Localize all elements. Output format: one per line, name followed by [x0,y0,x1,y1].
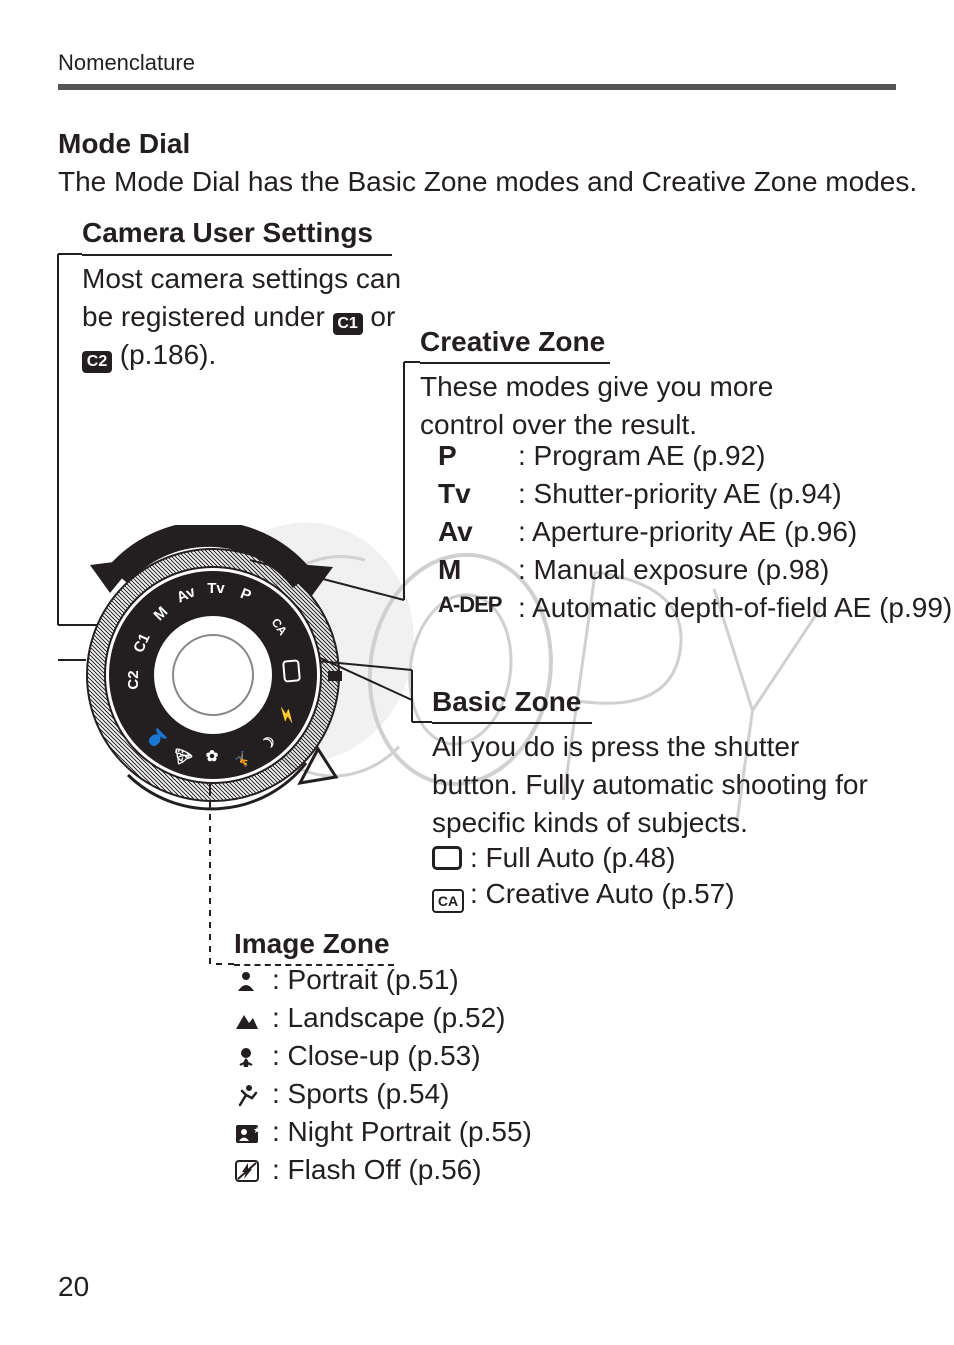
basic-zone-heading: Basic Zone [432,686,581,718]
flashoff-icon [234,1154,272,1186]
header-rule [58,84,896,90]
fullauto-icon [432,842,470,874]
night-portrait-icon: ★ [234,1116,272,1148]
image-zone-heading: Image Zone [234,928,390,960]
landscape-icon [234,1002,272,1034]
image-zone-list: : Portrait (p.51) : Landscape (p.52) : C… [234,964,532,1192]
portrait-icon [234,964,272,996]
cz-item-m: M: Manual exposure (p.98) [438,554,952,586]
iz-item-closeup: : Close-up (p.53) [234,1040,532,1072]
svg-text:✿: ✿ [206,748,219,765]
svg-text:Tv: Tv [207,580,225,597]
svg-text:C2: C2 [125,670,142,689]
camera-user-settings-heading: Camera User Settings [82,217,373,249]
basic-zone-list: : Full Auto (p.48) CA : Creative Auto (p… [432,842,735,917]
closeup-icon [234,1040,272,1072]
c1-icon: C1 [333,313,363,335]
section-header: Nomenclature [58,50,195,76]
iz-item-portrait: : Portrait (p.51) [234,964,532,996]
cz-item-tv: Tv: Shutter-priority AE (p.94) [438,478,952,510]
iz-item-night: ★ : Night Portrait (p.55) [234,1116,532,1148]
basic-zone-underline [432,722,592,724]
basic-zone-desc: All you do is press the shutter button. … [432,728,892,842]
creative-zone-list: P: Program AE (p.92) Tv: Shutter-priorit… [438,440,952,630]
creative-zone-desc: These modes give you more control over t… [420,368,860,444]
cus-line2b: or [363,301,396,332]
creative-zone-underline [420,362,610,364]
mode-dial-desc: The Mode Dial has the Basic Zone modes a… [58,166,917,198]
cz-item-av: Av: Aperture-priority AE (p.96) [438,516,952,548]
camera-user-settings-desc: Most camera settings can be registered u… [82,260,422,374]
sports-icon [234,1078,272,1110]
cus-line3: (p.186). [112,339,216,370]
cz-item-p: P: Program AE (p.92) [438,440,952,472]
mode-dial-illustration: C2 C1 M Av Tv P CA ⚡ ☾ 🏃 ✿ 🏔 👤 [68,525,358,830]
cus-line1: Most camera settings can [82,263,401,294]
camera-user-settings-underline [82,254,392,256]
bz-item-fullauto: : Full Auto (p.48) [432,842,735,874]
cz-item-adep: A-DEP: Automatic depth-of-field AE (p.99… [438,592,952,624]
bz-item-ca: CA : Creative Auto (p.57) [432,878,735,913]
svg-text:★: ★ [253,1125,260,1135]
page-number: 20 [58,1271,89,1303]
creative-auto-icon: CA [432,878,470,913]
mode-dial-heading: Mode Dial [58,128,190,160]
iz-item-landscape: : Landscape (p.52) [234,1002,532,1034]
c2-icon: C2 [82,351,112,373]
iz-item-sports: : Sports (p.54) [234,1078,532,1110]
iz-item-flashoff: : Flash Off (p.56) [234,1154,532,1186]
cus-line2a: be registered under [82,301,333,332]
page: Nomenclature Mode Dial The Mode Dial has… [0,0,954,1345]
creative-zone-heading: Creative Zone [420,326,605,358]
